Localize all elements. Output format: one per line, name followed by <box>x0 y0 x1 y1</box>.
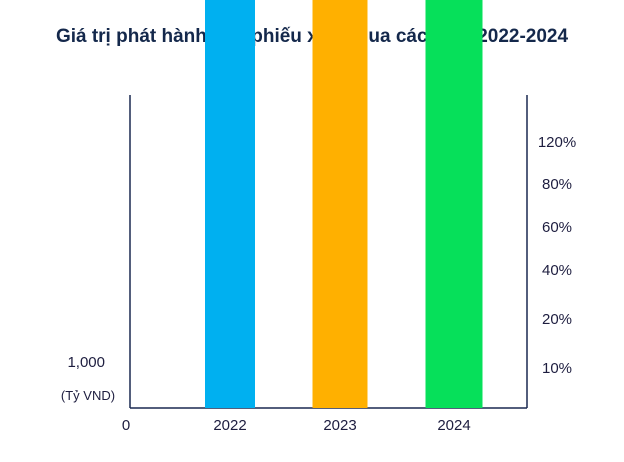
bar-2023 <box>312 0 368 408</box>
y2-tick-label: 120% <box>538 134 576 151</box>
x-origin-label: 0 <box>122 417 130 434</box>
y2-tick-label: 80% <box>542 176 572 193</box>
y-axis-unit-label: (Tỷ VND) <box>61 388 115 403</box>
y2-tick-label: 20% <box>542 311 572 328</box>
x-tick-label: 2022 <box>213 417 246 434</box>
y2-tick-label: 60% <box>542 219 572 236</box>
x-tick-label: 2023 <box>323 417 356 434</box>
x-tick-label: 2024 <box>437 417 470 434</box>
y2-tick-label: 10% <box>542 360 572 377</box>
bar-2024 <box>425 0 483 408</box>
bar-2022 <box>205 0 255 408</box>
y-tick-label: 1,000 <box>67 354 105 371</box>
y2-tick-label: 40% <box>542 262 572 279</box>
